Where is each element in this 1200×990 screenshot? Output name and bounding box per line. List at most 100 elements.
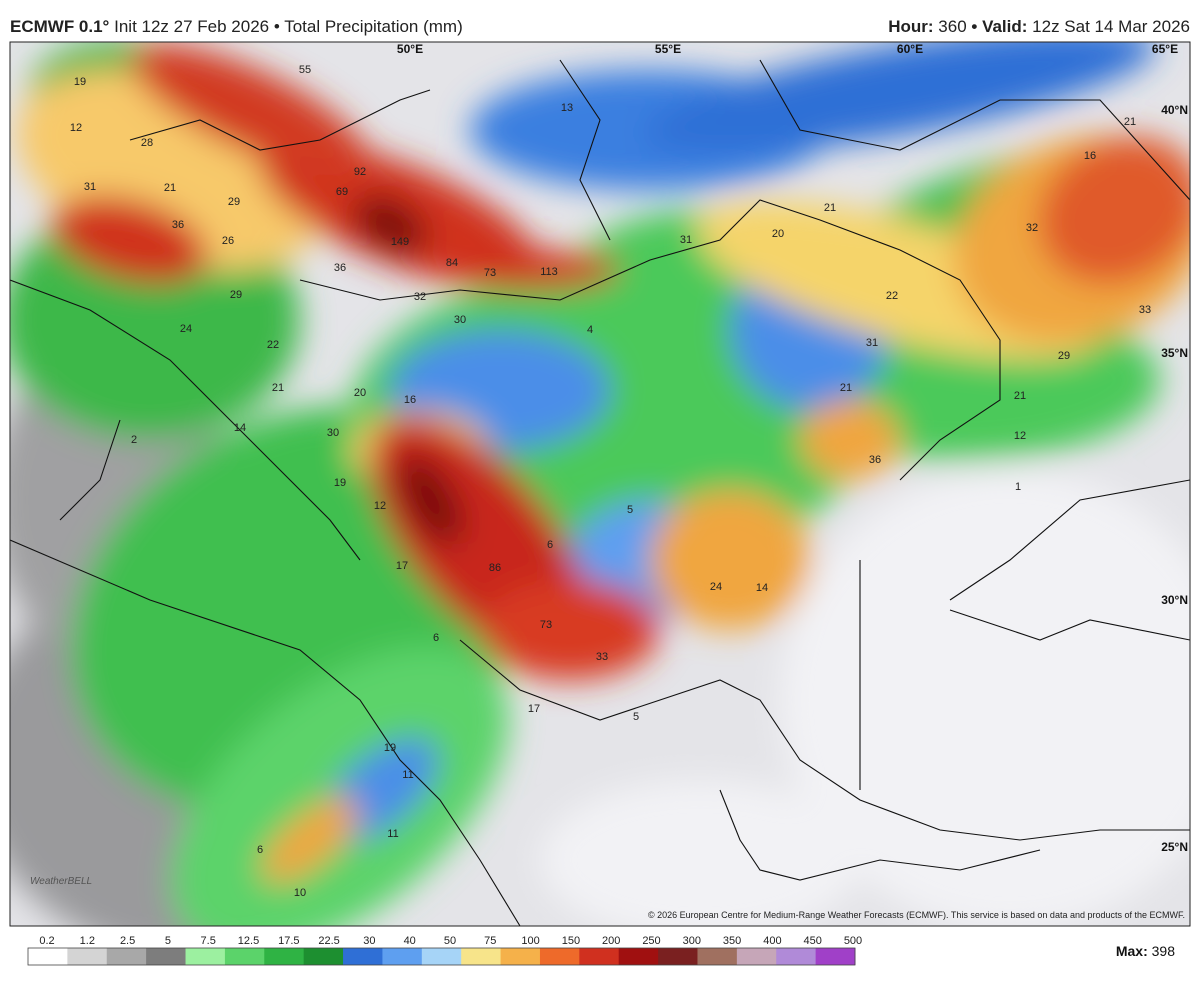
colorbar-tick-label: 400 [763, 935, 781, 947]
map-value-label: 30 [327, 427, 339, 439]
map-value-label: 6 [547, 539, 553, 551]
hour: 360 [938, 17, 966, 36]
colorbar-segment [106, 948, 147, 965]
credit: © 2026 European Centre for Medium-Range … [648, 910, 1185, 920]
precip-area [353, 195, 427, 255]
precip-area [261, 796, 359, 884]
map-value-label: 22 [886, 290, 898, 302]
map-value-label: 13 [561, 102, 573, 114]
colorbar-tick-label: 5 [165, 935, 171, 947]
colorbar-segment [28, 948, 68, 965]
map-value-label: 19 [74, 76, 86, 88]
lat-label: 35°N [1161, 346, 1188, 360]
map-value-label: 24 [180, 323, 192, 335]
header-left: ECMWF 0.1° Init 12z 27 Feb 2026 • Total … [10, 17, 463, 36]
map-value-label: 14 [756, 582, 768, 594]
precip-area [540, 780, 860, 926]
map-value-label: 31 [84, 181, 96, 193]
max: Max: 398 [1116, 943, 1175, 959]
max-label: Max: [1116, 943, 1148, 959]
colorbar-segment [461, 948, 502, 965]
colorbar-segment [736, 948, 777, 965]
map-value-label: 29 [230, 289, 242, 301]
map-value-label: 32 [1026, 222, 1038, 234]
colorbar-segment [697, 948, 738, 965]
map-value-label: 4 [587, 324, 593, 336]
lon-label: 65°E [1152, 42, 1178, 56]
lon-label: 55°E [655, 42, 681, 56]
colorbar-tick-label: 17.5 [278, 935, 299, 947]
map-value-label: 22 [267, 339, 279, 351]
map-value-label: 20 [772, 228, 784, 240]
map-value-label: 149 [391, 236, 409, 248]
map-value-label: 17 [528, 703, 540, 715]
map-value-label: 36 [869, 454, 881, 466]
valid: 12z Sat 14 Mar 2026 [1032, 17, 1190, 36]
hour-label: Hour: [888, 17, 933, 36]
map-value-label: 21 [164, 182, 176, 194]
map-value-label: 84 [446, 257, 458, 269]
map-value-label: 19 [334, 477, 346, 489]
precip-area [396, 454, 464, 546]
map-value-label: 31 [680, 234, 692, 246]
map-value-label: 20 [354, 387, 366, 399]
map-frame [9, 41, 1191, 927]
colorbar-tick-label: 40 [404, 935, 416, 947]
colorbar-tick-label: 7.5 [201, 935, 216, 947]
map-value-label: 36 [334, 262, 346, 274]
map-value-label: 73 [540, 619, 552, 631]
precip-area [800, 400, 900, 480]
colorbar-segment [776, 948, 817, 965]
map-value-label: 28 [141, 137, 153, 149]
colorbar-tick-label: 0.2 [39, 935, 54, 947]
colorbar-tick-label: 250 [642, 935, 660, 947]
colorbar-tick-label: 450 [804, 935, 822, 947]
colorbar-tick-label: 50 [444, 935, 456, 947]
map-value-label: 29 [1058, 350, 1070, 362]
lat-label: 30°N [1161, 593, 1188, 607]
precip-area [480, 580, 660, 680]
map-value-label: 17 [396, 560, 408, 572]
colorbar-segment [382, 948, 423, 965]
colorbar-segment [224, 948, 265, 965]
colorbar-tick-label: 350 [723, 935, 741, 947]
map-value-label: 11 [402, 769, 413, 781]
colorbar-tick-label: 12.5 [238, 935, 259, 947]
map-value-label: 16 [1084, 150, 1096, 162]
lat-label: 40°N [1161, 103, 1188, 117]
colorbar-segment [264, 948, 305, 965]
map-value-label: 6 [433, 632, 439, 644]
map-value-label: 30 [454, 314, 466, 326]
precip-area [650, 490, 810, 630]
map-value-label: 21 [1014, 390, 1026, 402]
lon-label: 50°E [397, 42, 423, 56]
colorbar-segment [343, 948, 383, 965]
map-value-label: 12 [70, 122, 82, 134]
lon-label: 60°E [897, 42, 923, 56]
map-value-label: 69 [336, 186, 348, 198]
map-value-label: 2 [131, 434, 137, 446]
colorbar-tick-label: 150 [562, 935, 580, 947]
map-value-label: 24 [710, 581, 722, 593]
colorbar-segment [146, 948, 187, 965]
colorbar-tick-label: 200 [602, 935, 620, 947]
map-value-label: 33 [1139, 304, 1151, 316]
map-value-label: 31 [866, 337, 878, 349]
colorbar-tick-label: 100 [521, 935, 539, 947]
colorbar-segment [618, 948, 659, 965]
precip-area [440, 250, 620, 290]
colorbar-segment [185, 948, 226, 965]
map-value-label: 21 [1124, 116, 1136, 128]
borders [10, 59, 1190, 926]
graticule-labels: 50°E 55°E 60°E 65°E 40°N 35°N 30°N 25°N [397, 42, 1188, 854]
map-value-label: 5 [627, 504, 633, 516]
map-value-label: 16 [404, 394, 416, 406]
header-right: Hour: 360 • Valid: 12z Sat 14 Mar 2026 [888, 17, 1190, 36]
map-value-label: 26 [222, 235, 234, 247]
colorbar-segment [658, 948, 698, 965]
lat-label: 25°N [1161, 840, 1188, 854]
